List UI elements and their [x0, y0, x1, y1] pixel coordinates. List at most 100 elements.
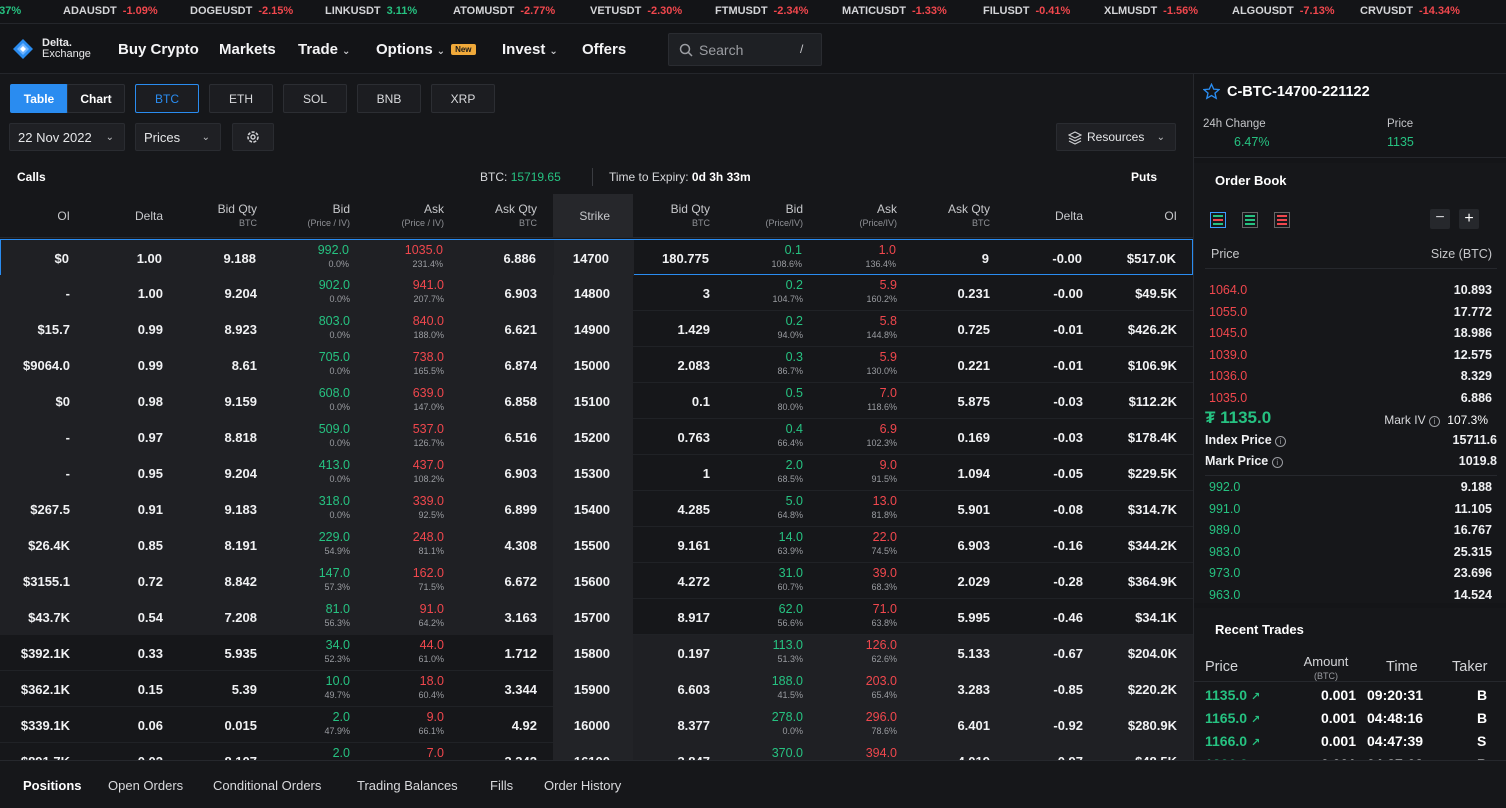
cell-p-ask[interactable]: 9.0 91.5% [871, 458, 897, 484]
nav-trade[interactable]: Trade ⌄ [298, 41, 350, 58]
zoom-out-button[interactable]: − [1430, 209, 1450, 229]
asset-tab-eth[interactable]: ETH [209, 84, 273, 113]
ticker-item[interactable]: ATOMUSDT -2.77% [453, 5, 555, 17]
cell-c-bid[interactable]: 318.0 0.0% [319, 494, 350, 520]
nav-offers[interactable]: Offers [582, 41, 627, 58]
book-both-icon[interactable] [1210, 212, 1226, 228]
asset-tab-btc[interactable]: BTC [135, 84, 199, 113]
cell-c-ask[interactable]: 639.0 147.0% [413, 386, 444, 412]
ticker-item[interactable]: FTMUSDT -2.34% [715, 5, 808, 17]
delta-exchange-logo[interactable]: Delta. Exchange [12, 36, 96, 62]
cell-c-ask[interactable]: 339.0 92.5% [413, 494, 444, 520]
nav-options[interactable]: Options ⌄ New [376, 41, 476, 58]
cell-p-bid[interactable]: 113.0 51.3% [773, 638, 803, 664]
chain-row[interactable]: $26.4K 0.85 8.191 229.0 54.9% 248.0 81.1% 4.308… [0, 527, 1193, 563]
chain-row[interactable]: $43.7K 0.54 7.208 81.0 56.3% 91.0 64.2% 3.163 15… [0, 599, 1193, 635]
col-put-delta[interactable]: Delta [1054, 209, 1083, 223]
chain-row[interactable]: $0 1.00 9.188 992.0 0.0% 1035.0 231.4% 6.886 147… [0, 239, 1193, 276]
cell-p-ask[interactable]: 7.0 118.6% [867, 386, 897, 412]
cell-p-ask[interactable]: 5.9 160.2% [866, 278, 897, 304]
search-input[interactable] [699, 41, 795, 59]
cell-p-bid[interactable]: 31.0 60.7% [777, 566, 803, 592]
expiry-date-dropdown[interactable]: 22 Nov 2022 ⌄ [9, 123, 125, 151]
cell-p-ask[interactable]: 5.8 144.8% [866, 314, 897, 340]
asset-tab-bnb[interactable]: BNB [357, 84, 421, 113]
cell-p-bid[interactable]: 188.0 41.5% [772, 674, 803, 700]
col-put-bid-qty[interactable]: Bid Qty BTC [671, 202, 710, 228]
ticker-item[interactable]: VETUSDT -2.30% [590, 5, 682, 17]
chain-row[interactable]: $9064.0 0.99 8.61 705.0 0.0% 738.0 165.5% 6.874… [0, 347, 1193, 383]
tab-trading-balances[interactable]: Trading Balances [357, 778, 458, 793]
col-put-bid[interactable]: Bid (Price/IV) [765, 202, 803, 228]
cell-c-bid[interactable]: 147.0 57.3% [319, 566, 350, 592]
bid-row[interactable]: 973.0 23.696 [1194, 562, 1506, 583]
cell-p-bid[interactable]: 0.4 66.4% [777, 422, 803, 448]
bid-row[interactable]: 989.0 16.767 [1194, 519, 1506, 540]
cell-c-ask[interactable]: 44.0 61.0% [418, 638, 444, 664]
view-table-button[interactable]: Table [10, 84, 68, 113]
cell-c-ask[interactable]: 162.0 71.5% [413, 566, 444, 592]
chain-row[interactable]: - 0.97 8.818 509.0 0.0% 537.0 126.7% 6.516 15200… [0, 419, 1193, 455]
cell-c-bid[interactable]: 992.0 0.0% [318, 243, 349, 269]
col-call-ask[interactable]: Ask (Price / IV) [401, 202, 444, 228]
tab-fills[interactable]: Fills [490, 778, 514, 793]
cell-p-ask[interactable]: 126.0 62.6% [866, 638, 897, 664]
nav-invest[interactable]: Invest ⌄ [502, 41, 558, 58]
cell-c-bid[interactable]: 2.0 [333, 746, 350, 760]
ticker-item[interactable]: FILUSDT -0.41% [983, 5, 1070, 17]
col-call-ask-qty[interactable]: Ask Qty BTC [495, 202, 537, 228]
cell-c-ask[interactable]: 537.0 126.7% [413, 422, 444, 448]
cell-c-ask[interactable]: 738.0 165.5% [413, 350, 444, 376]
cell-p-bid[interactable]: 0.2 94.0% [777, 314, 803, 340]
ticker-item[interactable]: ADAUSDT -1.09% [63, 5, 158, 17]
ticker-item[interactable]: ALGOUSDT -7.13% [1232, 5, 1335, 17]
settings-button[interactable] [232, 123, 274, 151]
zoom-in-button[interactable]: + [1459, 209, 1479, 229]
cell-c-ask[interactable]: 9.0 66.1% [418, 710, 444, 736]
chain-row[interactable]: $0 0.98 9.159 608.0 0.0% 639.0 147.0% 6.858 1510… [0, 383, 1193, 419]
resources-dropdown[interactable]: Resources ⌄ [1056, 123, 1176, 151]
ask-row[interactable]: 1039.0 12.575 [1194, 344, 1506, 365]
col-call-delta[interactable]: Delta [134, 209, 163, 223]
cell-c-ask[interactable]: 840.0 188.0% [413, 314, 444, 340]
chain-row[interactable]: $267.5 0.91 9.183 318.0 0.0% 339.0 92.5% 6.899 1… [0, 491, 1193, 527]
asset-tab-xrp[interactable]: XRP [431, 84, 495, 113]
cell-p-bid[interactable]: 14.0 63.9% [777, 530, 803, 556]
cell-p-bid[interactable]: 0.2 104.7% [772, 278, 803, 304]
chain-row[interactable]: - 0.95 9.204 413.0 0.0% 437.0 108.2% 6.903 15300… [0, 455, 1193, 491]
cell-c-bid[interactable]: 803.0 0.0% [319, 314, 350, 340]
cell-p-ask[interactable]: 1.0 136.4% [865, 243, 896, 269]
ticker-item[interactable]: LINKUSDT 3.11% [325, 5, 417, 17]
chain-row[interactable]: $339.1K 0.06 0.015 2.0 47.9% 9.0 66.1% 4.92 1600… [0, 707, 1193, 743]
ticker-item[interactable]: DOGEUSDT -2.15% [190, 5, 293, 17]
ticker-item[interactable]: 3.37% [0, 5, 21, 17]
cell-c-ask[interactable]: 437.0 108.2% [413, 458, 444, 484]
col-put-ask-qty[interactable]: Ask Qty BTC [948, 202, 990, 228]
cell-c-ask[interactable]: 941.0 207.7% [413, 278, 444, 304]
cell-c-bid[interactable]: 34.0 52.3% [324, 638, 350, 664]
col-put-ask[interactable]: Ask (Price/IV) [859, 202, 897, 228]
tab-order-history[interactable]: Order History [544, 778, 622, 793]
cell-p-ask[interactable]: 203.0 65.4% [866, 674, 897, 700]
display-mode-dropdown[interactable]: Prices ⌄ [135, 123, 221, 151]
cell-p-ask[interactable]: 6.9 102.3% [866, 422, 897, 448]
ask-row[interactable]: 1036.0 8.329 [1194, 365, 1506, 386]
book-asks-icon[interactable] [1274, 212, 1290, 228]
asset-tab-sol[interactable]: SOL [283, 84, 347, 113]
cell-p-ask[interactable]: 394.0 [866, 746, 897, 760]
cell-p-bid[interactable]: 370.0 [772, 746, 803, 760]
ask-row[interactable]: 1035.0 6.886 [1194, 387, 1506, 408]
col-call-bid[interactable]: Bid (Price / IV) [307, 202, 350, 228]
view-chart-button[interactable]: Chart [67, 84, 125, 113]
cell-c-ask[interactable]: 248.0 81.1% [413, 530, 444, 556]
col-strike[interactable]: Strike [579, 209, 610, 223]
ask-row[interactable]: 1045.0 18.986 [1194, 322, 1506, 343]
cell-c-ask[interactable]: 1035.0 231.4% [405, 243, 443, 269]
cell-p-ask[interactable]: 13.0 81.8% [871, 494, 897, 520]
book-bids-icon[interactable] [1242, 212, 1258, 228]
cell-p-ask[interactable]: 296.0 78.6% [866, 710, 897, 736]
ask-row[interactable]: 1064.0 10.893 [1194, 279, 1506, 300]
cell-c-bid[interactable]: 608.0 0.0% [319, 386, 350, 412]
cell-c-bid[interactable]: 229.0 54.9% [319, 530, 350, 556]
search-box[interactable]: / [668, 33, 822, 66]
